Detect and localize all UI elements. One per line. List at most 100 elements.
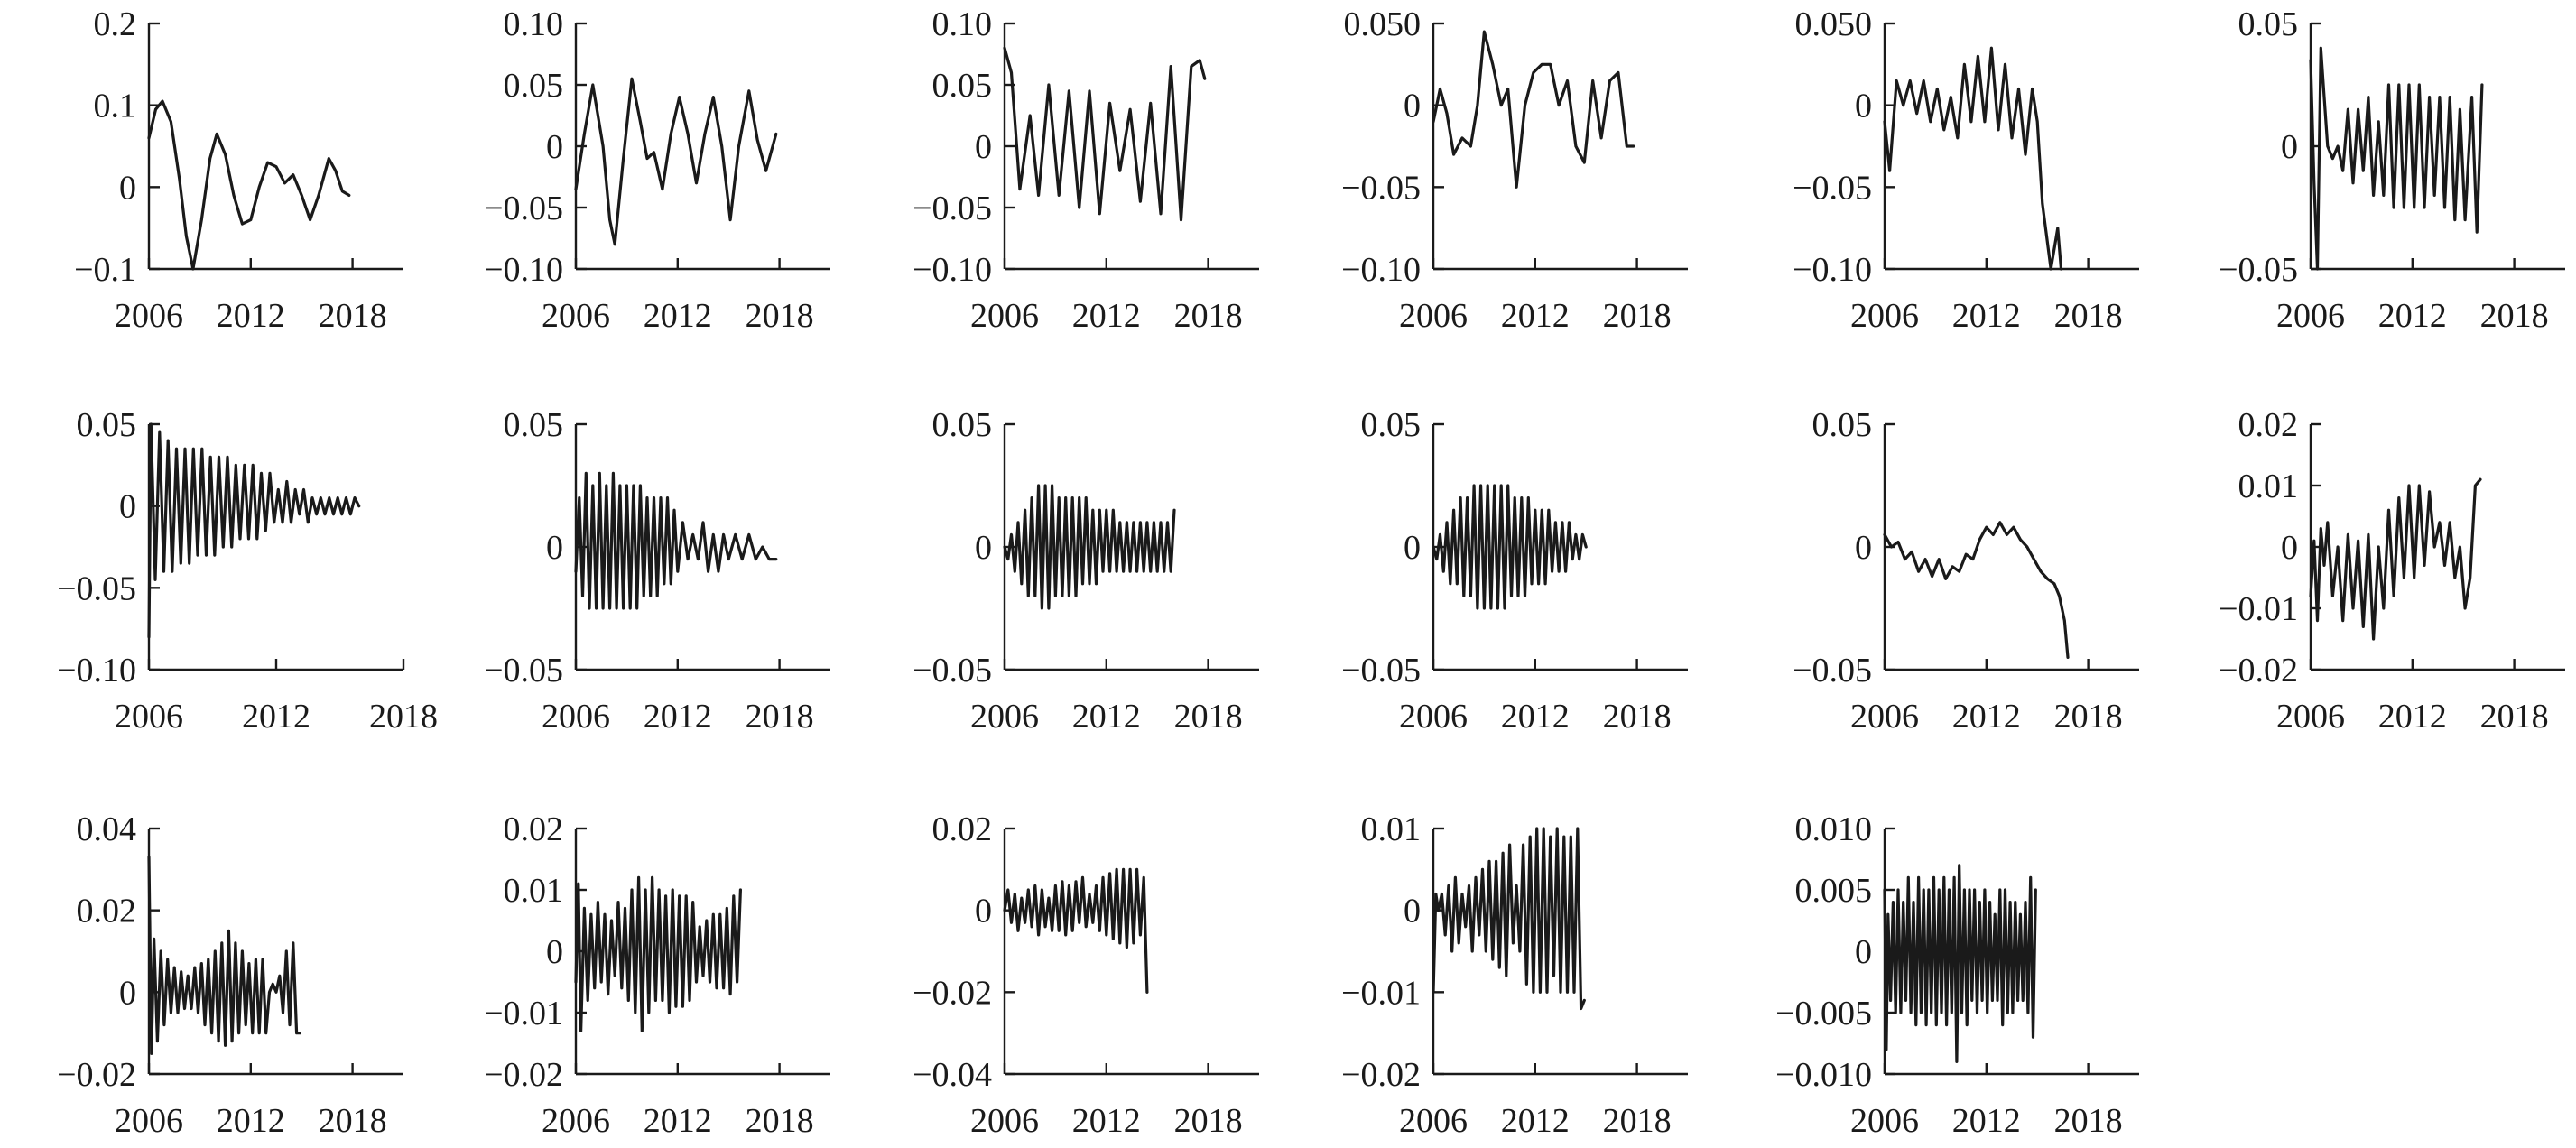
x-tick-label: 2012 bbox=[1501, 698, 1570, 736]
x-tick-label: 2006 bbox=[1850, 1102, 1919, 1140]
subplot-4: −0.10 −0.05 0 0.050 2006 2012 2018 bbox=[1341, 5, 1688, 335]
y-tick-label: 0.02 bbox=[2238, 406, 2299, 444]
series-line bbox=[2309, 46, 2484, 271]
series-line bbox=[1432, 30, 1635, 189]
x-tick-label: 2006 bbox=[1850, 698, 1919, 736]
x-tick-label: 2018 bbox=[2054, 698, 2123, 736]
x-tick-label: 2006 bbox=[1399, 698, 1468, 736]
x-tick-label: 2012 bbox=[1501, 297, 1570, 335]
subplot-11: −0.05 0 0.05 2006 2012 2018 bbox=[1793, 406, 2139, 736]
y-tick-label: −0.01 bbox=[484, 995, 563, 1032]
x-tick-label: 2006 bbox=[115, 698, 183, 736]
series-line bbox=[1883, 521, 2070, 659]
x-tick-label: 2018 bbox=[746, 1102, 814, 1140]
y-tick-label: −0.10 bbox=[1341, 251, 1421, 289]
y-tick-label: −0.05 bbox=[1341, 652, 1421, 690]
y-tick-label: −0.05 bbox=[484, 190, 563, 227]
y-tick-label: −0.05 bbox=[2219, 251, 2298, 289]
series-line bbox=[1432, 827, 1586, 1011]
y-tick-label: 0.01 bbox=[504, 872, 564, 910]
subplot-5: −0.10 −0.05 0 0.050 2006 2012 2018 bbox=[1793, 5, 2139, 335]
y-tick-label: 0 bbox=[1404, 893, 1421, 930]
y-tick-label: −0.10 bbox=[913, 251, 992, 289]
x-tick-label: 2018 bbox=[2480, 698, 2549, 736]
series-line bbox=[574, 77, 778, 246]
x-tick-label: 2018 bbox=[746, 698, 814, 736]
subplot-12: −0.02 −0.01 0 0.01 0.02 2006 2012 2018 bbox=[2219, 406, 2565, 736]
x-tick-label: 2018 bbox=[319, 297, 387, 335]
y-tick-label: 0 bbox=[546, 933, 563, 971]
y-tick-label: 0.05 bbox=[77, 406, 137, 444]
series-line bbox=[147, 856, 301, 1055]
x-tick-label: 2012 bbox=[1952, 1102, 2021, 1140]
x-tick-label: 2006 bbox=[115, 1102, 183, 1140]
x-tick-label: 2012 bbox=[1072, 297, 1141, 335]
subplot-17: −0.010 −0.005 0 0.005 0.010 2006 2012 2018 bbox=[1775, 810, 2139, 1140]
series-line bbox=[1883, 864, 2037, 1063]
subplot-15: −0.04 −0.02 0 0.02 2006 2012 2018 bbox=[913, 810, 1259, 1140]
series-line bbox=[574, 471, 778, 610]
series-line bbox=[147, 422, 361, 639]
y-tick-label: −0.10 bbox=[484, 251, 563, 289]
x-tick-label: 2012 bbox=[644, 297, 712, 335]
x-tick-label: 2006 bbox=[2276, 698, 2345, 736]
x-tick-label: 2018 bbox=[2054, 1102, 2123, 1140]
x-tick-label: 2006 bbox=[115, 297, 183, 335]
subplot-14: −0.02 −0.01 0 0.01 0.02 2006 2012 2018 bbox=[484, 810, 830, 1140]
x-tick-label: 2006 bbox=[1399, 1102, 1468, 1140]
y-tick-label: 0.05 bbox=[1361, 406, 1422, 444]
x-tick-label: 2012 bbox=[1952, 297, 2021, 335]
x-tick-label: 2006 bbox=[1850, 297, 1919, 335]
y-tick-label: 0 bbox=[119, 974, 136, 1012]
y-tick-label: 0.02 bbox=[504, 810, 564, 848]
x-tick-label: 2006 bbox=[970, 297, 1039, 335]
x-tick-label: 2006 bbox=[2276, 297, 2345, 335]
y-tick-label: 0.05 bbox=[932, 406, 993, 444]
x-tick-label: 2018 bbox=[2054, 297, 2123, 335]
series-line bbox=[1883, 46, 2063, 271]
y-tick-label: −0.04 bbox=[913, 1056, 992, 1094]
series-line bbox=[574, 875, 742, 1032]
series-line bbox=[1003, 484, 1176, 610]
y-tick-label: 0 bbox=[546, 128, 563, 166]
x-tick-label: 2006 bbox=[1399, 297, 1468, 335]
y-tick-label: −0.05 bbox=[913, 652, 992, 690]
subplot-16: −0.02 −0.01 0 0.01 2006 2012 2018 bbox=[1341, 810, 1688, 1140]
subplot-6: −0.05 0 0.05 2006 2012 2018 bbox=[2219, 5, 2565, 335]
y-tick-label: 0.01 bbox=[2238, 468, 2299, 505]
y-tick-label: 0.05 bbox=[932, 67, 993, 105]
subplot-2: −0.10 −0.05 0 0.05 0.10 2006 2012 2018 bbox=[484, 5, 830, 335]
subplot-9: −0.05 0 0.05 2006 2012 2018 bbox=[913, 406, 1259, 736]
x-tick-label: 2006 bbox=[542, 698, 610, 736]
x-tick-label: 2012 bbox=[217, 1102, 285, 1140]
x-tick-label: 2012 bbox=[644, 1102, 712, 1140]
y-tick-label: −0.05 bbox=[1793, 652, 1872, 690]
y-tick-label: −0.02 bbox=[913, 974, 992, 1012]
x-tick-label: 2018 bbox=[369, 698, 438, 736]
x-tick-label: 2012 bbox=[2378, 297, 2447, 335]
y-tick-label: −0.05 bbox=[484, 652, 563, 690]
x-tick-label: 2012 bbox=[1501, 1102, 1570, 1140]
x-tick-label: 2012 bbox=[217, 297, 285, 335]
x-tick-label: 2012 bbox=[1072, 698, 1141, 736]
x-tick-label: 2018 bbox=[1603, 297, 1672, 335]
y-tick-label: 0.05 bbox=[2238, 5, 2299, 43]
x-tick-label: 2012 bbox=[644, 698, 712, 736]
x-tick-label: 2018 bbox=[1603, 698, 1672, 736]
y-tick-label: 0.10 bbox=[504, 5, 564, 43]
y-tick-label: 0.005 bbox=[1795, 872, 1873, 910]
y-tick-label: 0.050 bbox=[1795, 5, 1873, 43]
y-tick-label: 0 bbox=[1404, 529, 1421, 567]
y-tick-label: 0.02 bbox=[77, 893, 137, 930]
y-tick-label: 0.010 bbox=[1795, 810, 1873, 848]
y-tick-label: −0.05 bbox=[57, 569, 136, 607]
subplot-13: −0.02 0 0.02 0.04 2006 2012 2018 bbox=[57, 810, 403, 1140]
y-tick-label: −0.005 bbox=[1775, 995, 1872, 1032]
x-tick-label: 2018 bbox=[319, 1102, 387, 1140]
y-tick-label: −0.02 bbox=[484, 1056, 563, 1094]
x-tick-label: 2006 bbox=[542, 1102, 610, 1140]
y-tick-label: −0.05 bbox=[913, 190, 992, 227]
x-tick-label: 2018 bbox=[2480, 297, 2549, 335]
x-tick-label: 2018 bbox=[1603, 1102, 1672, 1140]
y-tick-label: 0 bbox=[1404, 88, 1421, 125]
